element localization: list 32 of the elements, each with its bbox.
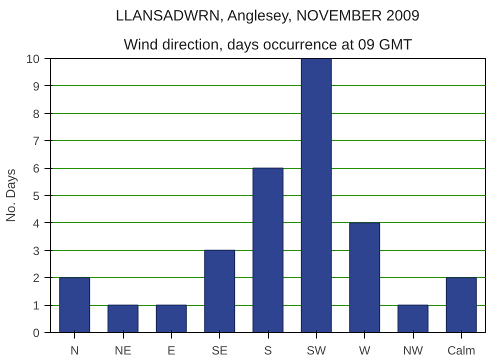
bar (349, 222, 380, 332)
x-tick-label: NW (403, 344, 424, 358)
x-tick-label: N (70, 344, 80, 358)
y-tick-label: 3 (32, 244, 40, 258)
y-tick-label: 2 (32, 271, 40, 286)
x-tick-label: S (264, 344, 272, 358)
bar (398, 304, 428, 332)
chart-title: LLANSADWRN, Anglesey, NOVEMBER 2009 (116, 8, 420, 24)
x-tick-label: SE (212, 344, 228, 358)
bar (446, 277, 477, 332)
y-tick-label: 4 (32, 216, 40, 230)
y-tick-label: 7 (32, 134, 40, 148)
y-tick-label: 1 (32, 298, 40, 313)
x-tick-label: Calm (447, 344, 476, 358)
bar (252, 168, 284, 332)
y-tick-label: 6 (32, 162, 40, 176)
bar (59, 277, 90, 332)
bar (204, 250, 236, 332)
y-axis-title: No. Days (3, 168, 18, 222)
x-tick-label: E (167, 344, 176, 358)
y-tick-label: 0 (32, 326, 40, 340)
y-tick-label: 9 (32, 79, 40, 94)
x-tick-label: W (359, 344, 372, 358)
y-tick-label: 10 (26, 52, 40, 66)
y-tick-label: 8 (32, 106, 40, 121)
y-tick-label: 5 (32, 189, 40, 203)
x-tick-label: SW (306, 344, 327, 358)
chart-subtitle: Wind direction, days occurrence at 09 GMT (124, 36, 412, 54)
x-tick-label: NE (114, 344, 132, 358)
bar (156, 304, 187, 332)
bar (300, 58, 332, 332)
bar (108, 304, 138, 332)
